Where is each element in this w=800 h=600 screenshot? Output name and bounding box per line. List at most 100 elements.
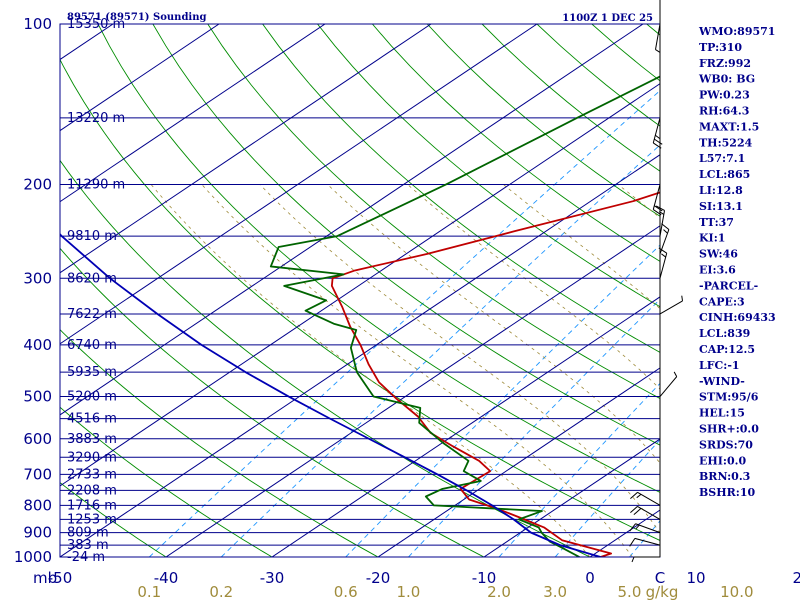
wind-barb-staff	[659, 376, 678, 397]
wind-barb	[630, 505, 661, 520]
index-item: BSHR:10	[699, 486, 755, 499]
index-item: HEL:15	[699, 407, 745, 420]
height-label: 15350 m	[67, 17, 125, 32]
wind-barb-staff	[659, 229, 670, 255]
mixing-ratio-label: 0.6	[334, 583, 358, 600]
mixing-ratio-line	[554, 439, 660, 557]
index-item: CINH:69433	[699, 311, 776, 324]
index-item: WB0: BG	[698, 73, 755, 86]
wind-barb	[652, 184, 663, 216]
height-label: 4516 m	[67, 412, 117, 427]
mixing-ratio-label: 10.0	[720, 583, 753, 600]
wind-barb-flag	[630, 491, 638, 500]
index-item: WMO:89571	[698, 25, 775, 38]
height-label: 11290 m	[67, 177, 125, 192]
wind-barb-flag	[652, 142, 662, 149]
height-label: 6740 m	[67, 338, 117, 353]
height-label: 8620 m	[67, 271, 117, 286]
height-label: 9810 m	[67, 229, 117, 244]
isotherm-line	[60, 24, 644, 416]
wind-barb	[631, 556, 660, 563]
index-item: EI:3.6	[699, 264, 736, 277]
wind-barb-half-flag	[636, 493, 642, 499]
temperature-unit-label: C	[655, 569, 665, 587]
height-label: 13220 m	[67, 111, 125, 126]
index-item: LI:12.8	[699, 184, 743, 197]
moist-adiabat	[503, 184, 660, 310]
pressure-unit-label: mb	[33, 569, 57, 587]
isotherm-line	[377, 367, 660, 557]
wind-barb-staff	[634, 537, 661, 546]
pressure-tick-label: 800	[23, 496, 52, 514]
pressure-tick-label: 200	[23, 175, 52, 193]
wind-barb-staff	[637, 505, 661, 520]
wind-barb-half-flag	[661, 253, 666, 258]
wind-barb-staff	[659, 210, 666, 237]
pressure-tick-label: 600	[23, 430, 52, 448]
parcel-profile	[60, 232, 601, 557]
height-label: 3290 m	[67, 450, 117, 465]
pressure-tick-label: 300	[23, 269, 52, 287]
isotherm-line	[0, 24, 7, 557]
height-label: 5935 m	[67, 365, 117, 380]
moist-adiabat	[407, 184, 660, 390]
height-label: 2733 m	[67, 467, 117, 482]
wind-barb	[658, 247, 668, 279]
isotherm-line	[60, 24, 538, 345]
moist-adiabat	[327, 184, 660, 464]
wind-barb	[659, 223, 670, 255]
isotherm-line	[60, 24, 220, 132]
index-item: SW:46	[699, 248, 738, 261]
wind-barb-half-flag	[635, 524, 640, 530]
mixing-ratio-label: 0.2	[209, 583, 233, 600]
wind-barbs	[629, 23, 684, 563]
wind-barb-flag	[655, 205, 665, 211]
wind-barb-flag	[661, 223, 670, 230]
height-label: 383 m	[67, 538, 109, 553]
mixing-ratio-unit-label: g/kg	[646, 583, 679, 600]
wind-barb-staff	[635, 523, 661, 534]
index-item: -PARCEL-	[699, 279, 758, 292]
background-grid	[0, 24, 800, 557]
height-label: -24 m	[67, 550, 105, 565]
plot-frame	[59, 0, 661, 558]
wind-barb-half-flag	[658, 211, 665, 215]
index-item: FRZ:992	[699, 57, 751, 70]
pressure-tick-label: 1000	[14, 548, 52, 566]
isotherm-line	[60, 24, 326, 203]
height-label: 809 m	[67, 526, 109, 541]
index-item: LFC:-1	[699, 359, 740, 372]
moist-adiabat	[750, 184, 800, 557]
profile-lines	[60, 75, 660, 557]
moist-adiabat	[150, 184, 591, 557]
mixing-ratio-label: 2.0	[487, 583, 511, 600]
index-item: CAPE:3	[699, 295, 745, 308]
mixing-ratio-label: 3.0	[543, 583, 567, 600]
wind-barb-staff	[652, 184, 661, 210]
index-item: MAXT:1.5	[699, 120, 759, 133]
wind-barb	[655, 205, 666, 237]
isotherm-line	[589, 509, 660, 557]
wind-barb-flag	[658, 247, 668, 254]
wind-barb	[652, 117, 663, 149]
index-item: LCL:839	[699, 327, 750, 340]
index-item: PW:0.23	[699, 89, 750, 102]
wind-barb-flag	[629, 538, 636, 547]
wind-barb-staff	[654, 23, 661, 50]
index-item: SI:13.1	[699, 200, 743, 213]
isotherm-line	[60, 24, 432, 274]
index-item: CAP:12.5	[699, 343, 755, 356]
moist-adiabat	[259, 184, 660, 534]
isotherm-line	[60, 154, 660, 557]
pressure-tick-label: 400	[23, 336, 52, 354]
wind-barb-half-flag	[655, 134, 660, 139]
pressure-tick-label: 100	[23, 15, 52, 33]
wind-barb	[629, 537, 661, 547]
wind-barb-staff	[652, 117, 661, 144]
isotherm-line	[483, 438, 660, 557]
height-label: 3883 m	[67, 432, 117, 447]
index-item: TT:37	[699, 216, 734, 229]
height-label: 1716 m	[67, 498, 117, 513]
wind-barb-staff	[659, 300, 683, 315]
isotherm-line	[271, 296, 660, 557]
